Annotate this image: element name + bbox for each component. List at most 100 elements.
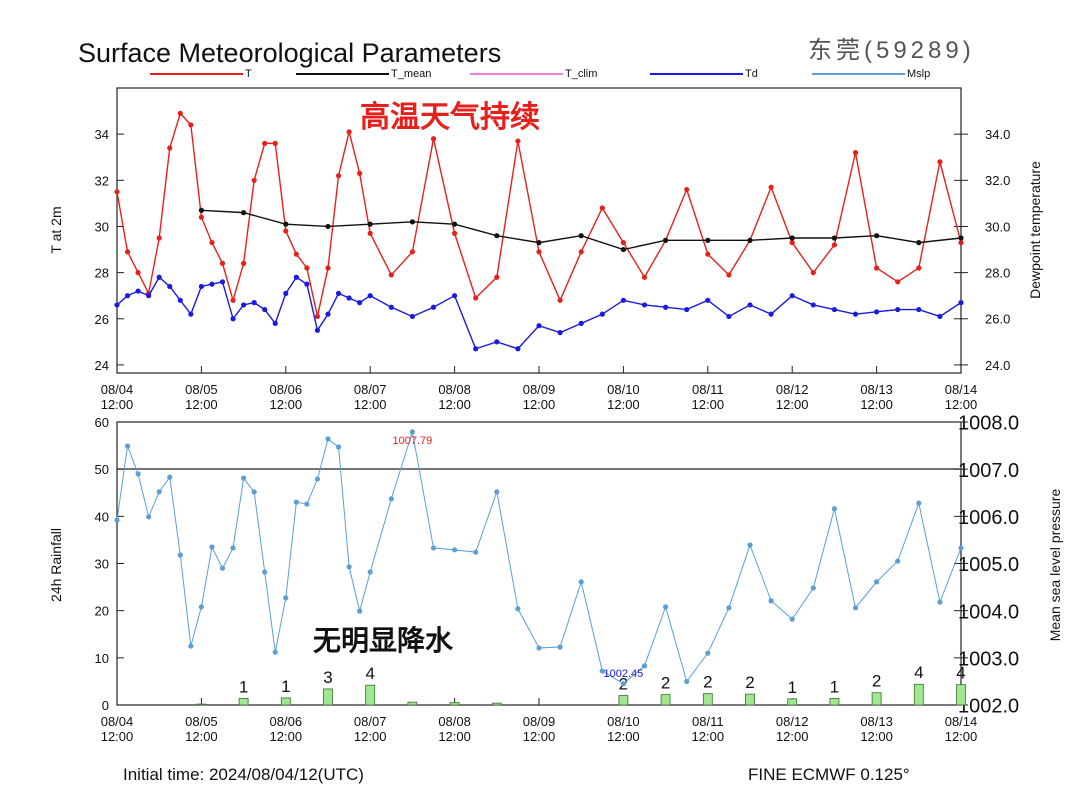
data-point bbox=[494, 339, 500, 345]
data-point bbox=[958, 235, 964, 241]
data-point bbox=[325, 436, 331, 442]
x-tick-label: 08/10 12:00 bbox=[607, 382, 640, 412]
footnote: FINE ECMWF 0.125° bbox=[748, 765, 910, 784]
data-point bbox=[874, 233, 880, 239]
data-point bbox=[304, 265, 310, 271]
data-point bbox=[494, 233, 500, 239]
annotation: 无明显降水 bbox=[313, 625, 454, 656]
x-tick-label: 08/13 12:00 bbox=[860, 382, 893, 412]
data-point bbox=[409, 313, 415, 320]
data-point bbox=[114, 302, 120, 308]
x-tick-label: 08/14 12:00 bbox=[945, 714, 978, 744]
y2-tick-label: 1008.0 bbox=[958, 413, 1019, 435]
data-point bbox=[409, 219, 415, 225]
data-point bbox=[684, 678, 690, 685]
bar-value-label: 1 bbox=[239, 677, 248, 696]
data-point bbox=[557, 297, 563, 303]
data-point bbox=[241, 260, 247, 266]
data-point bbox=[620, 240, 627, 246]
x-tick-label: 08/06 12:00 bbox=[270, 382, 303, 412]
bar-value-label: 4 bbox=[956, 664, 965, 683]
data-point bbox=[124, 249, 131, 255]
data-point bbox=[663, 604, 669, 610]
data-point bbox=[536, 323, 542, 329]
data-point bbox=[167, 145, 173, 151]
data-point bbox=[177, 297, 183, 303]
bar-value-label: 3 bbox=[323, 668, 332, 687]
x-tick-label: 08/08 12:00 bbox=[438, 714, 471, 744]
y-tick-label: 32 bbox=[95, 173, 109, 188]
y2-tick-label: 1004.0 bbox=[958, 601, 1019, 623]
data-point bbox=[895, 279, 901, 285]
y2-tick-label: 1005.0 bbox=[958, 554, 1019, 576]
y-axis-label: 24h Rainfall bbox=[48, 528, 64, 602]
data-point bbox=[852, 311, 859, 317]
data-point bbox=[663, 237, 669, 243]
data-point bbox=[346, 564, 352, 570]
data-point bbox=[241, 210, 247, 216]
bar-value-label: 4 bbox=[365, 664, 374, 683]
data-point bbox=[188, 643, 194, 649]
data-point bbox=[325, 223, 331, 230]
bar-value-label: 2 bbox=[703, 673, 712, 692]
data-point bbox=[557, 330, 563, 336]
data-point bbox=[156, 235, 162, 241]
y2-tick-label: 28.0 bbox=[985, 266, 1010, 281]
data-point bbox=[251, 300, 257, 306]
data-point bbox=[156, 489, 162, 495]
x-tick-label: 08/14 12:00 bbox=[945, 382, 978, 412]
data-point bbox=[335, 290, 342, 296]
data-point bbox=[620, 297, 627, 303]
rain-bar bbox=[618, 695, 629, 706]
data-point bbox=[251, 489, 257, 495]
data-point bbox=[599, 668, 605, 674]
data-point bbox=[430, 545, 437, 551]
data-point bbox=[641, 274, 648, 280]
data-point bbox=[146, 514, 152, 520]
y2-tick-label: 34.0 bbox=[985, 127, 1010, 142]
bar-value-label: 1 bbox=[281, 677, 290, 696]
data-point bbox=[304, 501, 310, 507]
data-point bbox=[473, 549, 479, 555]
data-point bbox=[135, 270, 141, 276]
x-tick-label: 08/04 12:00 bbox=[101, 714, 134, 744]
data-point bbox=[177, 110, 183, 116]
data-point bbox=[515, 138, 521, 144]
data-point bbox=[452, 221, 458, 227]
data-point bbox=[230, 297, 236, 303]
y2-tick-label: 1002.0 bbox=[958, 696, 1019, 718]
data-point bbox=[272, 140, 278, 146]
y-tick-label: 26 bbox=[95, 312, 109, 327]
y-tick-label: 0 bbox=[102, 698, 109, 713]
data-point bbox=[452, 293, 458, 299]
legend-label: T_mean bbox=[391, 68, 431, 80]
data-point bbox=[789, 235, 795, 241]
data-point bbox=[578, 320, 584, 326]
data-point bbox=[578, 249, 584, 255]
rain-bar bbox=[660, 694, 671, 706]
data-point bbox=[852, 150, 859, 156]
data-point bbox=[831, 306, 838, 313]
data-point bbox=[494, 274, 500, 280]
data-point bbox=[726, 605, 732, 611]
data-point bbox=[272, 649, 278, 655]
data-point bbox=[452, 230, 458, 236]
data-point bbox=[641, 663, 648, 669]
x-tick-label: 08/05 12:00 bbox=[185, 714, 218, 744]
data-point bbox=[346, 295, 352, 301]
data-point bbox=[114, 189, 120, 195]
data-point bbox=[367, 293, 373, 299]
data-point bbox=[599, 311, 605, 317]
data-point bbox=[916, 500, 922, 506]
chart-title: Surface Meteorological Parameters bbox=[78, 38, 501, 68]
data-point bbox=[314, 476, 321, 482]
legend-label: Mslp bbox=[907, 68, 930, 80]
data-point bbox=[167, 474, 173, 480]
data-point bbox=[515, 346, 521, 352]
rain-bar bbox=[196, 703, 207, 706]
data-point bbox=[473, 346, 479, 352]
data-point bbox=[937, 313, 943, 320]
rain-bar bbox=[407, 701, 418, 706]
x-tick-label: 08/11 12:00 bbox=[692, 714, 725, 744]
x-tick-label: 08/11 12:00 bbox=[692, 382, 725, 412]
